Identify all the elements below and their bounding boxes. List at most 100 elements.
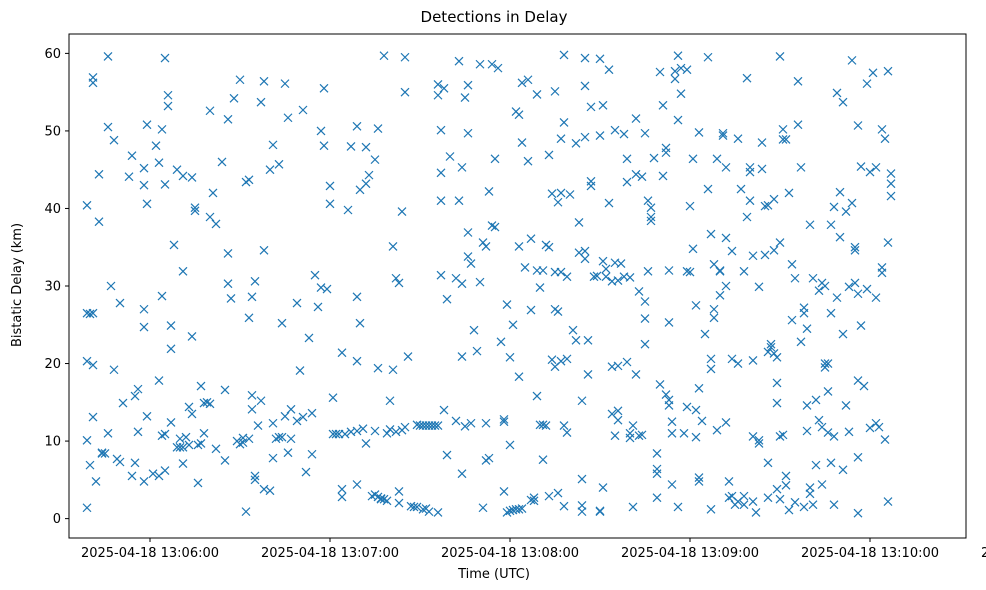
x-marker-stroke bbox=[736, 184, 746, 194]
x-marker bbox=[436, 196, 446, 206]
x-marker bbox=[721, 281, 731, 291]
x-marker-stroke bbox=[442, 450, 452, 460]
x-marker bbox=[658, 100, 668, 110]
x-marker bbox=[709, 313, 719, 323]
x-marker bbox=[712, 425, 722, 435]
x-marker-stroke bbox=[82, 503, 92, 513]
x-marker bbox=[814, 415, 824, 425]
x-marker bbox=[307, 408, 317, 418]
x-marker bbox=[265, 486, 275, 496]
x-marker bbox=[790, 497, 800, 507]
x-marker-stroke bbox=[103, 122, 113, 132]
x-marker bbox=[259, 245, 269, 255]
x-marker bbox=[556, 267, 566, 277]
x-marker-stroke bbox=[778, 135, 788, 144]
x-marker-stroke bbox=[631, 169, 641, 179]
x-marker-stroke bbox=[556, 134, 566, 144]
x-marker-stroke bbox=[682, 266, 692, 276]
x-marker-stroke bbox=[709, 313, 719, 323]
x-marker-stroke bbox=[826, 458, 836, 468]
x-marker-stroke bbox=[559, 50, 569, 60]
x-marker-stroke bbox=[661, 390, 671, 399]
x-marker-stroke bbox=[613, 276, 623, 285]
x-marker bbox=[577, 396, 587, 406]
x-marker-stroke bbox=[826, 308, 836, 318]
x-marker bbox=[379, 51, 389, 61]
x-marker-stroke bbox=[565, 190, 575, 199]
x-marker bbox=[445, 152, 455, 161]
x-marker-stroke bbox=[628, 502, 638, 512]
x-marker bbox=[772, 352, 782, 362]
x-marker-stroke bbox=[523, 75, 533, 85]
x-marker-stroke bbox=[529, 493, 539, 503]
x-marker bbox=[361, 179, 371, 189]
x-marker bbox=[439, 83, 449, 93]
x-marker bbox=[631, 114, 641, 123]
x-marker-stroke bbox=[883, 238, 893, 248]
x-marker-stroke bbox=[433, 507, 443, 517]
x-marker-stroke bbox=[745, 196, 755, 206]
x-marker-stroke bbox=[346, 427, 356, 437]
x-marker-stroke bbox=[298, 105, 308, 115]
x-marker-stroke bbox=[409, 502, 419, 512]
x-marker-stroke bbox=[823, 428, 833, 437]
x-marker-stroke bbox=[490, 154, 500, 164]
x-marker bbox=[514, 504, 524, 514]
x-marker-stroke bbox=[595, 54, 605, 64]
x-marker bbox=[796, 162, 806, 172]
x-marker bbox=[883, 66, 893, 76]
x-marker-stroke bbox=[580, 53, 590, 63]
x-marker-stroke bbox=[721, 233, 731, 243]
x-marker-stroke bbox=[739, 266, 749, 276]
x-marker bbox=[133, 427, 143, 437]
x-marker bbox=[682, 402, 692, 412]
x-marker bbox=[886, 191, 896, 201]
x-marker bbox=[304, 333, 314, 343]
x-marker-stroke bbox=[721, 281, 731, 291]
x-marker-stroke bbox=[439, 405, 449, 415]
x-marker-stroke bbox=[193, 478, 203, 488]
x-marker bbox=[205, 399, 215, 409]
x-marker-stroke bbox=[808, 500, 818, 510]
y-tick-label: 60 bbox=[44, 47, 61, 62]
x-marker-stroke bbox=[442, 294, 452, 304]
x-marker bbox=[868, 68, 878, 78]
x-marker bbox=[850, 242, 860, 252]
x-marker-stroke bbox=[601, 272, 611, 282]
x-marker bbox=[823, 387, 833, 396]
x-marker-stroke bbox=[757, 138, 767, 147]
x-marker-stroke bbox=[775, 52, 785, 61]
x-marker bbox=[220, 456, 230, 465]
x-marker-stroke bbox=[142, 120, 152, 130]
x-marker-stroke bbox=[814, 415, 824, 425]
x-marker-stroke bbox=[802, 426, 812, 436]
x-marker bbox=[577, 474, 587, 484]
x-marker bbox=[586, 181, 596, 191]
x-marker bbox=[664, 318, 674, 327]
x-marker bbox=[862, 79, 872, 89]
x-marker bbox=[541, 421, 551, 430]
x-marker-stroke bbox=[259, 484, 269, 494]
x-marker-stroke bbox=[781, 135, 791, 144]
x-marker bbox=[463, 128, 473, 138]
x-marker bbox=[139, 322, 149, 332]
x-marker-stroke bbox=[538, 266, 548, 275]
x-marker-stroke bbox=[610, 125, 620, 135]
x-marker bbox=[640, 339, 650, 349]
x-marker bbox=[559, 421, 569, 430]
x-marker-stroke bbox=[505, 506, 515, 516]
x-marker bbox=[571, 335, 581, 345]
x-marker bbox=[247, 390, 257, 400]
x-marker-stroke bbox=[631, 114, 641, 123]
x-marker-stroke bbox=[544, 150, 554, 160]
x-marker bbox=[745, 196, 755, 206]
x-marker bbox=[160, 53, 170, 63]
x-marker-stroke bbox=[643, 196, 653, 206]
x-marker-stroke bbox=[328, 393, 338, 403]
x-marker bbox=[277, 318, 287, 328]
x-marker bbox=[796, 337, 806, 347]
x-marker-stroke bbox=[103, 52, 113, 61]
x-marker bbox=[619, 129, 629, 139]
x-marker bbox=[436, 125, 446, 135]
